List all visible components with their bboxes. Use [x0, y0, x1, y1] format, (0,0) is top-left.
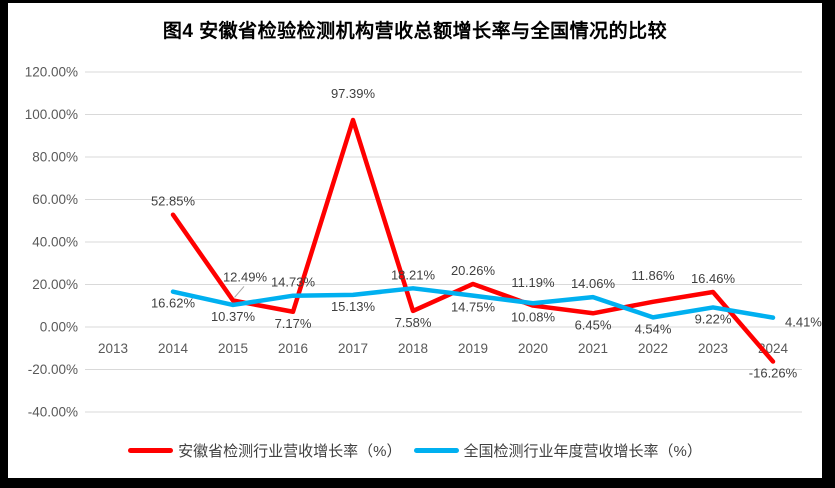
data-label: 16.46%	[691, 271, 736, 286]
x-tick-label: 2017	[338, 341, 368, 356]
y-tick-label: 60.00%	[32, 192, 78, 207]
data-label: 20.26%	[451, 263, 496, 278]
data-label: 14.75%	[451, 300, 496, 315]
y-tick-label: -40.00%	[28, 405, 78, 420]
y-tick-label: 20.00%	[32, 277, 78, 292]
data-label: 6.45%	[575, 317, 612, 332]
legend-item-anhui: 安徽省检测行业营收增长率（%）	[128, 440, 402, 461]
series-line-anhui	[170, 117, 776, 364]
data-label: 14.73%	[271, 275, 316, 290]
y-tick-label: 100.00%	[25, 107, 78, 122]
chart-title: 图4 安徽省检验检测机构营收总额增长率与全国情况的比较	[162, 21, 668, 42]
chart-legend: 安徽省检测行业营收增长率（%） 全国检测行业年度营收增长率（%）	[8, 440, 822, 461]
legend-item-national: 全国检测行业年度营收增长率（%）	[413, 440, 702, 461]
x-tick-label: 2019	[458, 341, 488, 356]
chart-area: 图4 安徽省检验检测机构营收总额增长率与全国情况的比较 120.00% 100.0…	[8, 3, 822, 478]
data-label: 10.08%	[511, 310, 556, 325]
data-label: 10.37%	[211, 309, 256, 324]
data-label: 15.13%	[331, 299, 376, 314]
label-leader-line	[234, 286, 245, 298]
data-label: 12.49%	[223, 269, 268, 284]
x-tick-label: 2022	[638, 341, 668, 356]
x-tick-label: 2020	[518, 341, 548, 356]
x-tick-label: 2021	[578, 341, 608, 356]
data-label: 14.06%	[571, 276, 616, 291]
data-label: 4.54%	[635, 321, 672, 336]
data-label: 4.41%	[785, 315, 822, 330]
data-label: 97.39%	[331, 86, 376, 101]
data-label: 16.62%	[151, 296, 196, 311]
data-label: -16.26%	[749, 366, 798, 381]
legend-label-national: 全国检测行业年度营收增长率（%）	[463, 443, 702, 460]
data-label: 18.21%	[391, 267, 436, 282]
x-tick-label: 2018	[398, 341, 428, 356]
x-tick-label: 2023	[698, 341, 728, 356]
legend-label-anhui: 安徽省检测行业营收增长率（%）	[178, 443, 402, 460]
y-tick-label: -20.00%	[28, 362, 78, 377]
x-tick-label: 2014	[158, 341, 189, 356]
data-label: 52.85%	[151, 194, 196, 209]
data-label: 11.86%	[631, 268, 675, 283]
x-tick-label: 2015	[218, 341, 248, 356]
series-line-national	[170, 286, 776, 320]
y-tick-label: 120.00%	[25, 65, 78, 80]
data-label: 9.22%	[695, 311, 732, 326]
y-tick-label: 40.00%	[32, 235, 78, 250]
legend-swatch-red-line	[128, 448, 174, 453]
data-label: 7.17%	[275, 316, 312, 331]
data-label: 7.58%	[395, 315, 432, 330]
y-tick-label: 0.00%	[40, 320, 78, 335]
x-tick-label: 2013	[98, 341, 128, 356]
data-label: 11.19%	[511, 275, 555, 290]
x-tick-label: 2016	[278, 341, 308, 356]
legend-swatch-blue-line	[413, 448, 459, 453]
y-tick-label: 80.00%	[32, 150, 78, 165]
line-chart: 120.00% 100.00% 80.00% 60.00% 40.00% 20.00% 0.…	[25, 65, 822, 420]
